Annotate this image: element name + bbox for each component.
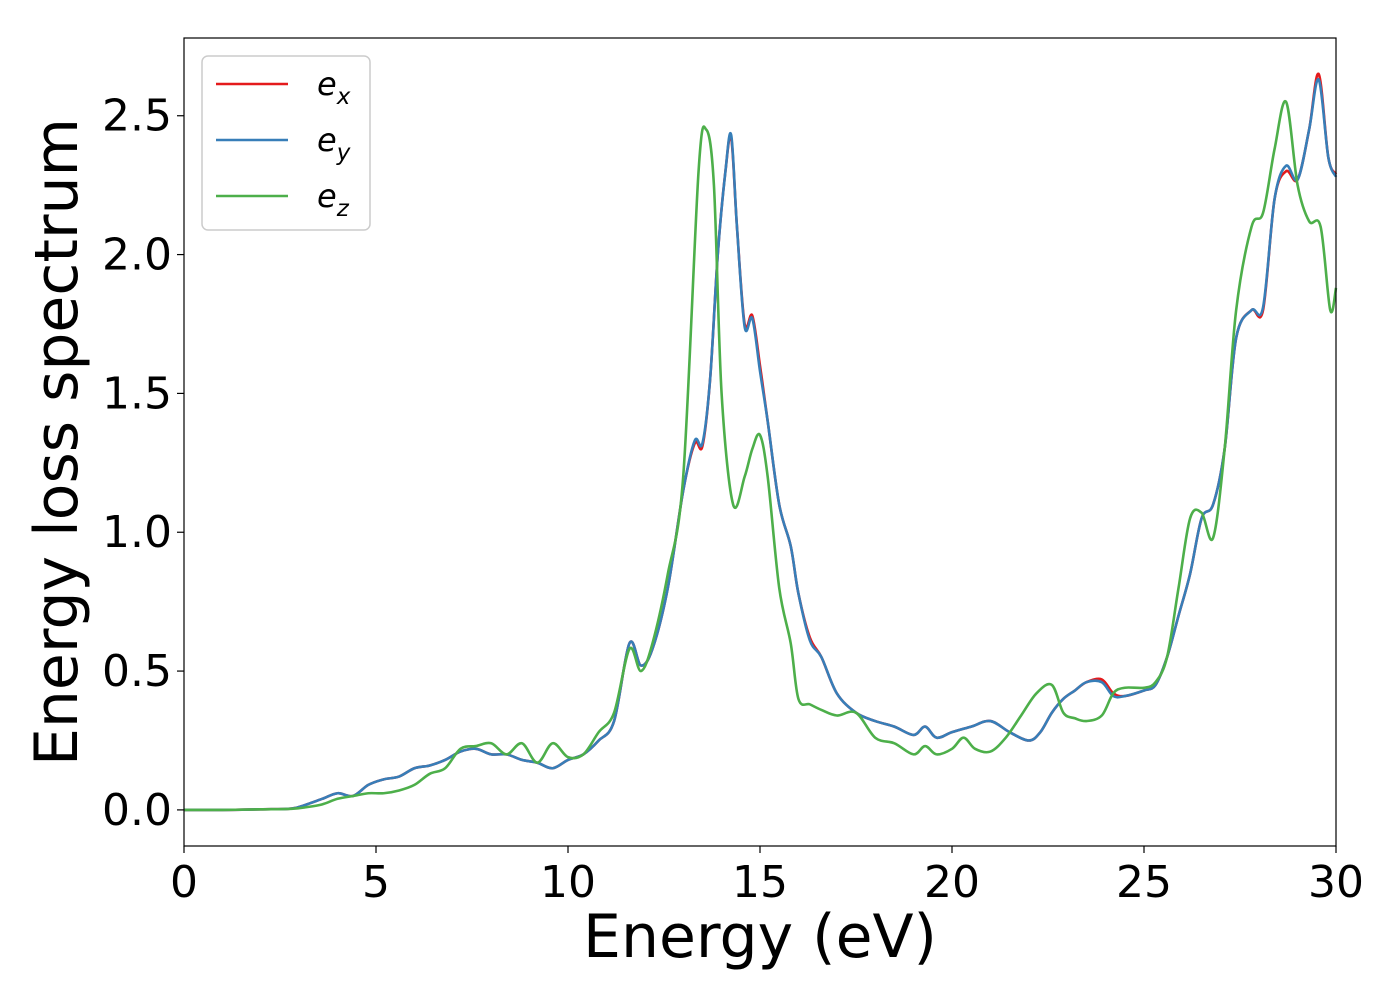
x-axis-ticks: 0 5 10 15 20 25 30 [170,846,1364,908]
y-axis-ticks: 0.0 0.5 1.0 1.5 2.0 2.5 [102,91,184,836]
x-axis-label: Energy (eV) [583,902,937,972]
y-tick-label: 0.0 [102,785,172,836]
legend-label-z: ez [317,177,350,222]
x-tick-label: 0 [170,857,198,908]
y-tick-label: 2.0 [102,230,172,281]
series-lines [183,72,1338,812]
legend-items: ex ey ez [216,65,351,222]
x-tick-label: 5 [362,857,390,908]
y-tick-label: 1.0 [102,507,172,558]
x-tick-label: 25 [1116,857,1172,908]
x-tick-label: 15 [732,857,788,908]
x-tick-label: 20 [924,857,980,908]
x-tick-label: 10 [540,857,596,908]
y-tick-label: 1.5 [102,368,172,419]
y-tick-label: 0.5 [102,646,172,697]
legend-label-x: ex [317,65,351,110]
legend-box [201,55,371,231]
legend: ex ey ez [201,55,371,231]
x-tick-label: 30 [1308,857,1364,908]
y-tick-label: 2.5 [102,91,172,142]
series-line-y [183,78,1338,812]
series-line-z [183,100,1338,812]
legend-label-y: ey [317,121,351,166]
y-axis-label: Energy loss spectrum [22,118,92,766]
